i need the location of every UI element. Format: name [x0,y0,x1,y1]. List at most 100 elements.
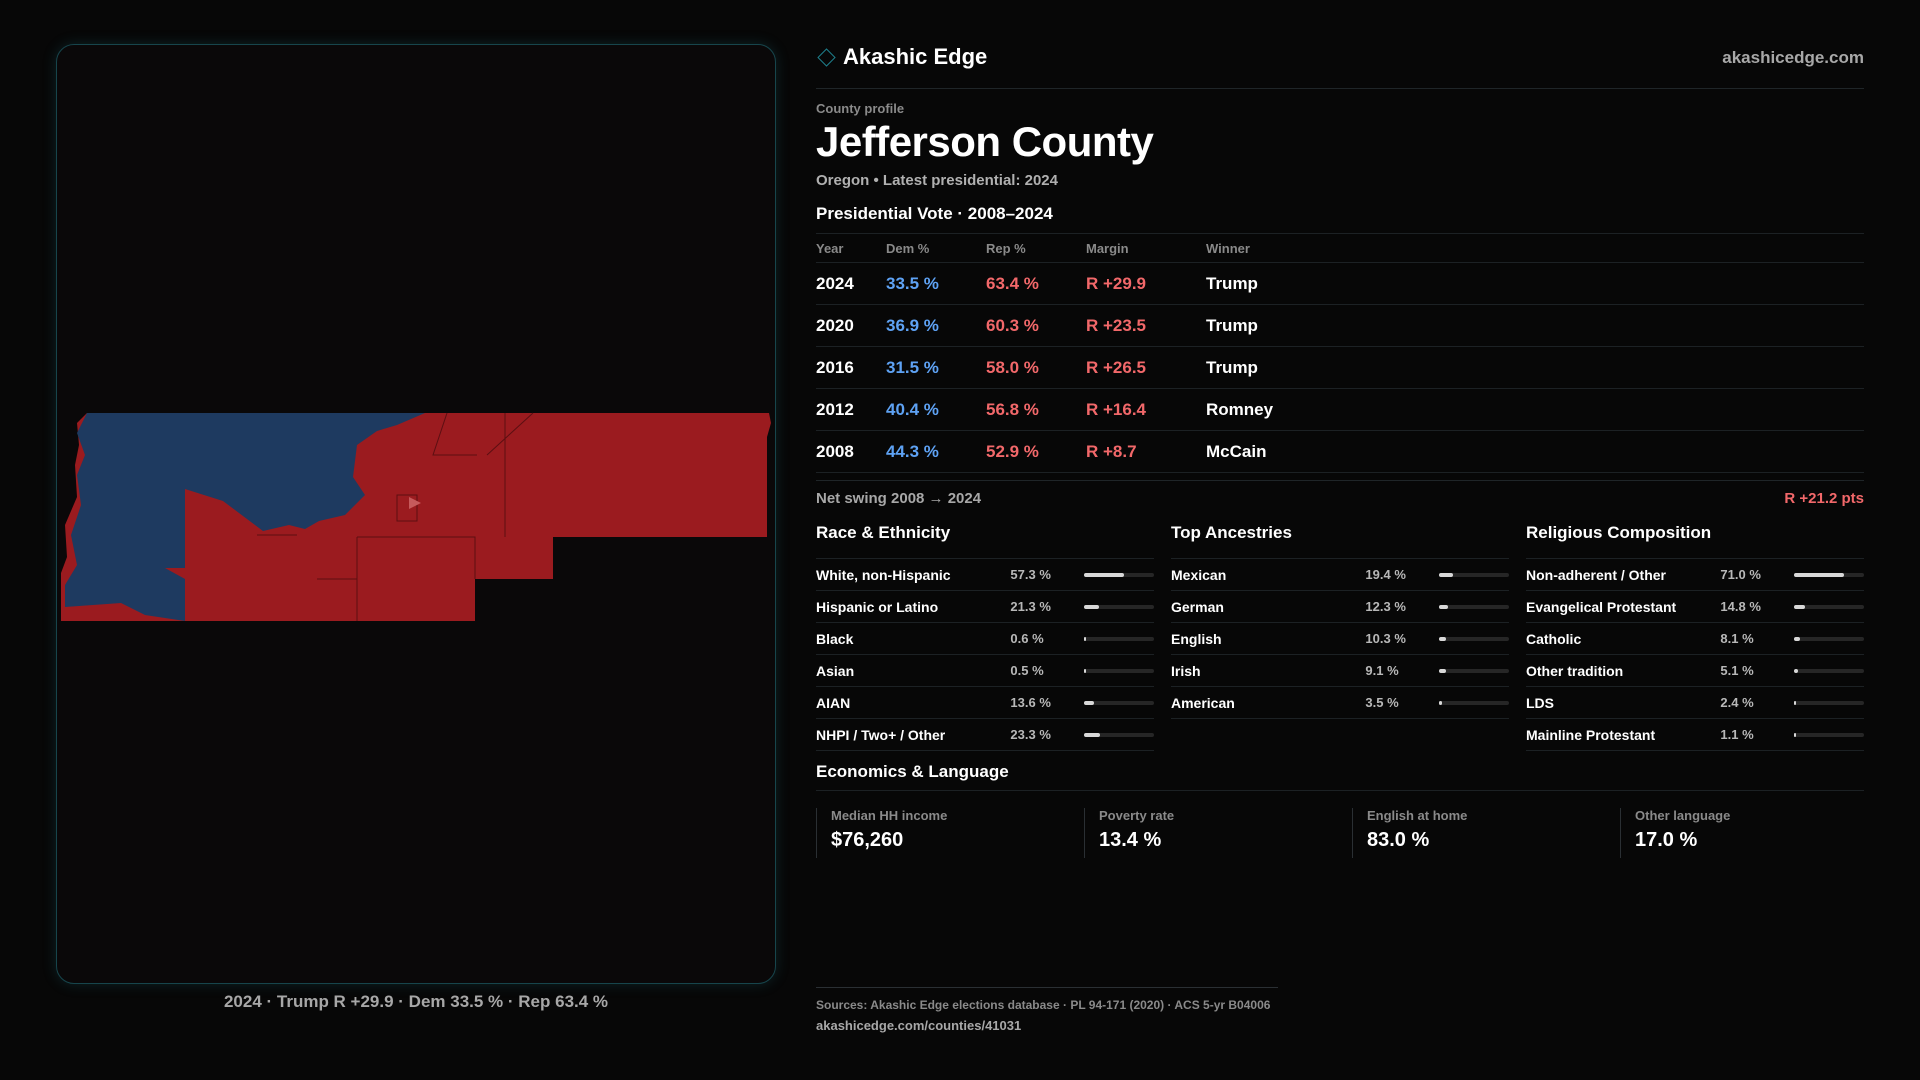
religion-bar-fill [1794,668,1798,673]
row-rep: 52.9 % [986,441,1039,461]
ancestry-bar [1439,668,1509,673]
row-rep: 63.4 % [986,273,1039,293]
race-row: White, non-Hispanic 57.3 % [816,559,1154,591]
race-label: White, non-Hispanic [816,566,951,583]
race-bar [1084,604,1154,609]
race-bar-fill [1084,604,1100,609]
ancestry-label: American [1171,694,1235,711]
county-profile-panel: Akashic Edge akashicedge.com County prof… [816,0,1864,1080]
header-rep: Rep % [986,240,1026,256]
site-link[interactable]: akashicedge.com [1722,48,1864,67]
row-winner: Romney [1206,399,1274,419]
race-bar-fill [1084,636,1087,641]
religion-bar [1794,732,1864,737]
header-margin: Margin [1086,240,1129,256]
econ-section-title: Economics & Language [816,762,1009,781]
table-row[interactable]: 2016 31.5 % 58.0 % R +26.5 Trump [816,347,1864,389]
econ-value: 17.0 % [1635,829,1698,851]
econ-divider [816,790,1864,791]
ancestry-label: Mexican [1171,566,1227,583]
race-bar [1084,572,1154,577]
ancestry-bar [1439,572,1509,577]
econ-stat-english: English at home 83.0 % [1352,808,1602,858]
race-label: Hispanic or Latino [816,598,939,615]
row-dem: 44.3 % [886,441,939,461]
table-row[interactable]: 2020 36.9 % 60.3 % R +23.5 Trump [816,305,1864,347]
ancestry-value: 19.4 % [1365,567,1406,582]
race-row: AIAN 13.6 % [816,687,1154,719]
race-label: NHPI / Two+ / Other [816,726,946,743]
race-list: White, non-Hispanic 57.3 % Hispanic or Lat… [816,558,1154,751]
race-bar-fill [1084,668,1087,673]
source-url-link[interactable]: akashicedge.com/counties/41031 [816,1018,1022,1033]
brand[interactable]: Akashic Edge [816,44,987,70]
county-subline: Oregon • Latest presidential: 2024 [816,172,1058,189]
sources-divider [816,987,1278,988]
econ-label: English at home [1367,808,1468,823]
religion-bar [1794,604,1864,609]
table-row[interactable]: 2008 44.3 % 52.9 % R +8.7 McCain [816,431,1864,473]
row-margin: R +29.9 [1086,273,1147,293]
map-boundaries [257,412,534,621]
map-marker-icon [409,497,421,509]
row-winner: Trump [1206,273,1258,293]
religion-value: 5.1 % [1720,663,1754,678]
religion-value: 2.4 % [1720,695,1754,710]
ancestry-bar-fill [1439,604,1448,609]
row-year: 2016 [816,357,854,377]
religion-label: LDS [1526,694,1554,711]
ancestry-row: English 10.3 % [1171,623,1509,655]
map-region-dem[interactable] [65,413,425,621]
ancestry-section-title: Top Ancestries [1171,523,1292,542]
race-row: Black 0.6 % [816,623,1154,655]
ancestry-row: Irish 9.1 % [1171,655,1509,687]
race-bar-fill [1084,732,1101,737]
race-bar [1084,700,1154,705]
ancestry-bar [1439,636,1509,641]
race-value: 0.5 % [1010,663,1044,678]
ancestry-row: Mexican 19.4 % [1171,559,1509,591]
race-section-title: Race & Ethnicity [816,523,951,542]
row-winner: Trump [1206,315,1258,335]
ancestry-list: Mexican 19.4 % German 12.3 % English 10.3 % Ir… [1171,558,1509,719]
ancestry-row: German 12.3 % [1171,591,1509,623]
row-winner: Trump [1206,357,1258,377]
header-year: Year [816,240,844,256]
religion-section: Religious Composition Non-adherent / Oth… [1526,522,1864,751]
header-divider [816,88,1864,89]
ancestry-bar-fill [1439,668,1446,673]
row-dem: 40.4 % [886,399,939,419]
row-year: 2020 [816,315,854,335]
religion-bar-fill [1794,636,1800,641]
ancestry-bar-fill [1439,572,1453,577]
row-dem: 31.5 % [886,357,939,377]
religion-bar-fill [1794,604,1805,609]
row-margin: R +26.5 [1086,357,1147,377]
ancestry-value: 3.5 % [1365,695,1399,710]
race-bar [1084,732,1154,737]
row-winner: McCain [1206,441,1267,461]
race-row: NHPI / Two+ / Other 23.3 % [816,719,1154,751]
religion-value: 14.8 % [1720,599,1761,614]
religion-bar-fill [1794,732,1797,737]
econ-label: Poverty rate [1099,808,1175,823]
econ-stat-other-language: Other language 17.0 % [1620,808,1870,858]
net-swing-value: R +21.2 pts [1784,490,1864,507]
religion-bar-fill [1794,700,1797,705]
religion-row: Catholic 8.1 % [1526,623,1864,655]
table-row[interactable]: 2012 40.4 % 56.8 % R +16.4 Romney [816,389,1864,431]
ancestry-row: American 3.5 % [1171,687,1509,719]
precinct-map[interactable] [56,44,776,984]
table-row[interactable]: 2024 33.5 % 63.4 % R +29.9 Trump [816,263,1864,305]
vote-table: Year Dem % Rep % Margin Winner 2024 33.5… [816,233,1864,473]
race-bar-fill [1084,700,1094,705]
race-value: 21.3 % [1010,599,1051,614]
religion-row: Evangelical Protestant 14.8 % [1526,591,1864,623]
row-rep: 60.3 % [986,315,1039,335]
race-row: Hispanic or Latino 21.3 % [816,591,1154,623]
net-swing-label: Net swing 2008 → 2024 [816,490,982,507]
ancestry-value: 12.3 % [1365,599,1406,614]
row-year: 2024 [816,273,854,293]
row-dem: 36.9 % [886,315,939,335]
ancestry-label: Irish [1171,662,1201,679]
